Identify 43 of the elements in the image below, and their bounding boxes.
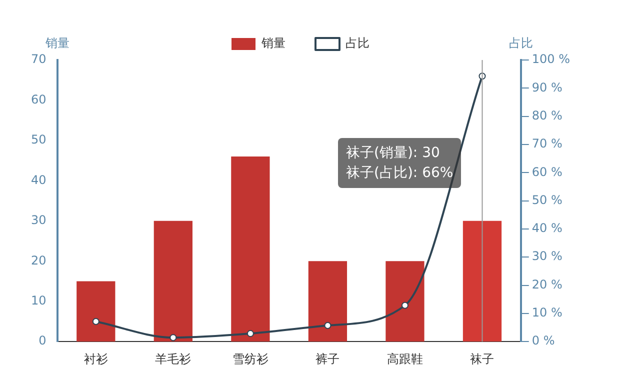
y-tick-label: 70 (30, 52, 46, 66)
x-tick-label: 雪纺衫 (232, 352, 268, 366)
legend-label: 销量 (260, 36, 286, 50)
y2-tick-label: 20 % (532, 277, 562, 292)
point (170, 334, 177, 342)
point (246, 330, 254, 338)
y-tick-label: 50 (30, 132, 46, 147)
y2-tick-label: 100 % (532, 52, 570, 66)
bar (231, 156, 270, 342)
point (324, 322, 332, 330)
y2-tick-label: 10 % (532, 306, 562, 320)
x-tick-label: 裤子 (316, 352, 340, 366)
y-tick-label: 30 (30, 213, 46, 228)
annotation: 袜子(占比): 66% (346, 164, 454, 183)
x-tick-label: 衬衫 (84, 352, 108, 366)
y2-tick-label: 70 % (532, 136, 562, 151)
x-tick-label: 高跟鞋 (386, 352, 423, 366)
bar (462, 220, 502, 342)
y2-tick-label: 50 % (532, 192, 562, 207)
y2-tick-label: 80 % (532, 108, 562, 122)
y2-tick-label: 30 % (532, 249, 562, 264)
bar (308, 261, 348, 342)
y2-tick-label: 90 % (532, 80, 562, 94)
point (92, 318, 100, 325)
point (401, 302, 408, 309)
bar (154, 220, 192, 342)
y-tick-label: 20 (30, 253, 46, 268)
tooltip-box: 袜子(销量): 30 袜子(占比): 66% (338, 138, 462, 188)
annotation: 袜子(销量): 30 (346, 144, 441, 163)
y2-tick-label: 0 % (532, 334, 555, 348)
y2-axis-title: 占比 (508, 36, 533, 50)
y-tick-label: 10 (30, 293, 46, 308)
y-tick-label: 0 (38, 334, 46, 348)
bar (386, 261, 424, 342)
y-tick-label: 60 (30, 92, 46, 106)
y-tick-label: 40 (30, 172, 46, 187)
y2-tick-label: 60 % (532, 164, 562, 179)
bar (76, 281, 116, 342)
legend-label: 占比 (346, 36, 370, 50)
x-tick-label: 羊毛衫 (155, 352, 192, 366)
x-tick-label: 袜子 (470, 352, 494, 366)
y-axis-title: 销量 (44, 36, 70, 50)
y2-tick-label: 40 % (532, 221, 562, 236)
